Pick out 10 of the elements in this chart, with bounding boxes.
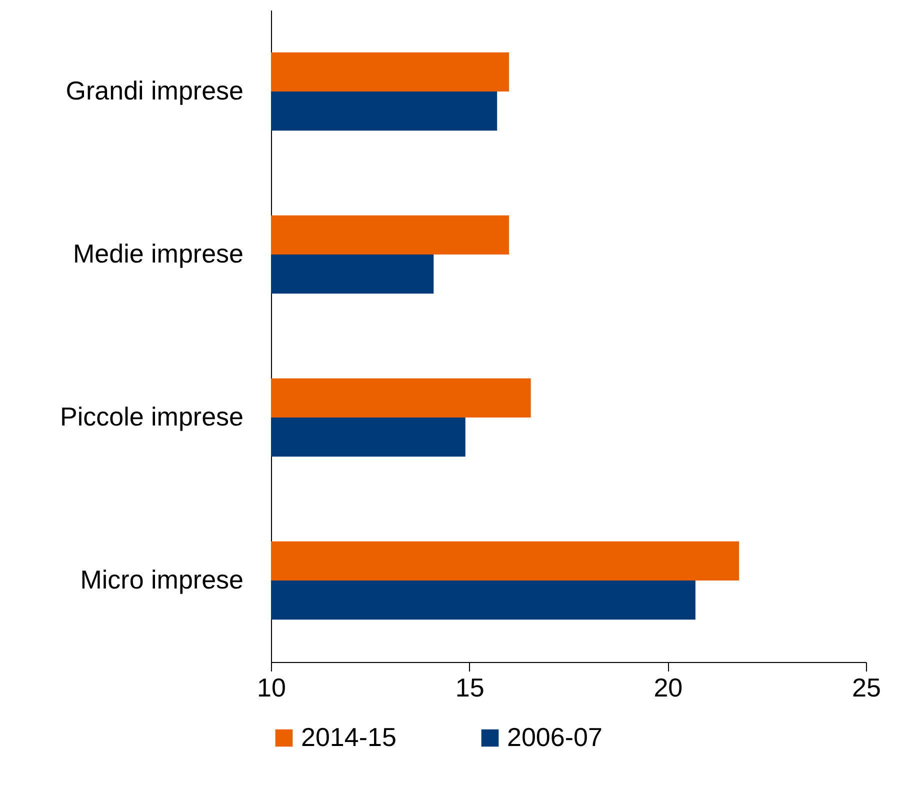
y-tick-label: Micro imprese	[80, 564, 244, 594]
legend-label: 2006-07	[507, 722, 602, 752]
x-tick-label: 10	[257, 672, 286, 702]
x-tick-label: 20	[654, 672, 683, 702]
legend-label: 2014-15	[301, 722, 396, 752]
y-tick-label: Grandi imprese	[66, 76, 244, 106]
y-tick-label: Piccole imprese	[60, 402, 244, 432]
y-tick-label: Medie imprese	[72, 238, 244, 268]
x-tick-label: 15	[455, 672, 484, 702]
x-tick-label: 25	[852, 672, 881, 702]
